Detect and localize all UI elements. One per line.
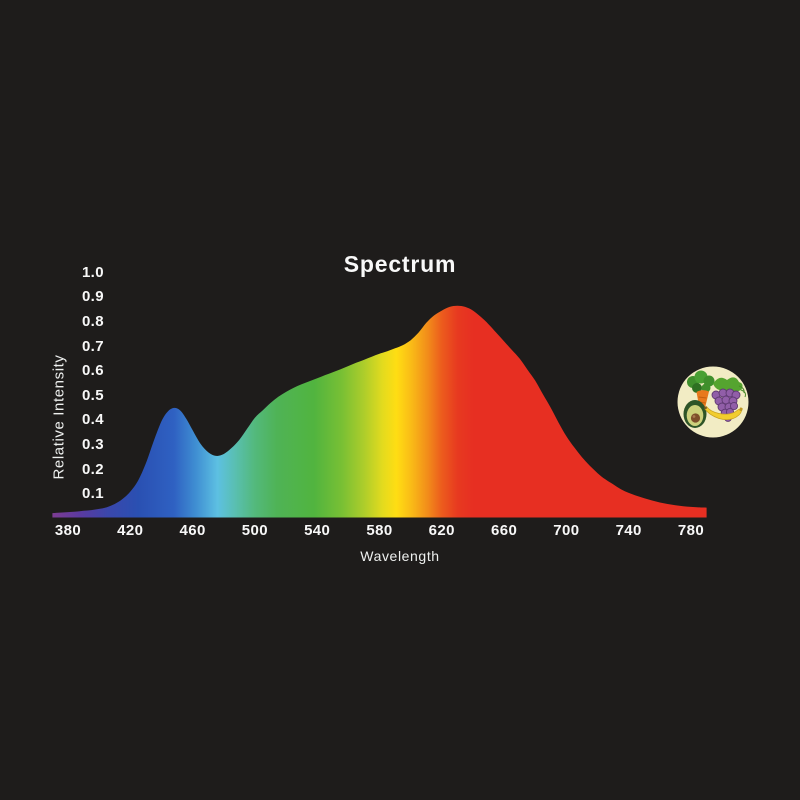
x-tick-label: 660 bbox=[490, 522, 518, 539]
x-tick-label: 700 bbox=[553, 522, 580, 539]
y-tick-label: 0.4 bbox=[81, 411, 104, 429]
y-tick-label: 0.9 bbox=[81, 288, 104, 306]
y-tick-label: 0.8 bbox=[81, 312, 104, 330]
banana-icon bbox=[704, 405, 743, 420]
fruits-vegetables-icon bbox=[677, 366, 749, 438]
y-tick-label: 0.7 bbox=[81, 337, 104, 355]
x-tick-label: 620 bbox=[428, 522, 455, 539]
x-tick-label: 540 bbox=[304, 522, 331, 539]
y-tick-label: 0.3 bbox=[81, 436, 104, 454]
spectrum-curve bbox=[52, 305, 707, 518]
chart-title: Spectrum bbox=[343, 251, 457, 277]
x-tick-label: 460 bbox=[179, 522, 206, 539]
y-tick-label: 0.5 bbox=[81, 386, 104, 404]
carrot-top-icon bbox=[687, 370, 715, 393]
x-axis-title: Wavelength bbox=[360, 548, 440, 564]
badge-circle bbox=[677, 366, 749, 438]
y-tick-label: 0.1 bbox=[81, 485, 104, 503]
grape-leaf-icon bbox=[713, 377, 746, 398]
avocado-icon bbox=[683, 400, 707, 428]
y-tick-label: 0.6 bbox=[81, 362, 104, 380]
x-tick-label: 380 bbox=[54, 522, 82, 539]
x-tick-label: 780 bbox=[677, 522, 705, 539]
y-tick-label: 1.0 bbox=[81, 263, 104, 281]
x-tick-label: 420 bbox=[117, 522, 144, 539]
x-tick-label: 500 bbox=[241, 522, 268, 539]
x-tick-label: 740 bbox=[615, 522, 642, 539]
y-tick-label: 0.2 bbox=[81, 460, 104, 478]
x-tick-label: 580 bbox=[366, 522, 393, 539]
